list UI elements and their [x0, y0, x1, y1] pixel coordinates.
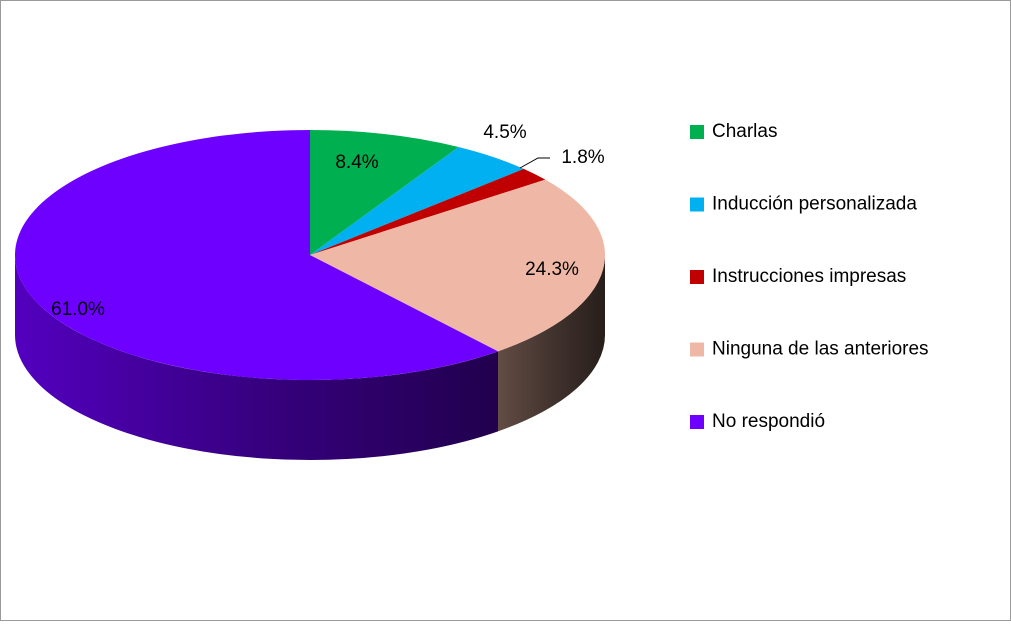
slice	[310, 147, 524, 255]
legend-label: Instrucciones impresas	[712, 266, 906, 287]
data-label: 61.0%	[51, 299, 105, 320]
legend-swatch	[690, 415, 704, 429]
legend-swatch	[690, 197, 704, 212]
legend-label: No respondió	[712, 411, 825, 432]
slice-side	[498, 255, 605, 432]
data-label: 4.5%	[483, 122, 526, 143]
slice	[310, 130, 459, 255]
slice	[310, 168, 546, 255]
legend-swatch	[690, 270, 704, 284]
slice-side	[14, 255, 499, 460]
legend-swatch	[690, 125, 704, 139]
legend-swatch	[690, 342, 704, 357]
data-label: 24.3%	[525, 259, 579, 280]
legend-label: Ninguna de las anteriores	[712, 339, 929, 360]
slice	[14, 130, 499, 381]
slice	[310, 179, 605, 352]
data-label: 1.8%	[561, 147, 604, 168]
legend-label: Charlas	[712, 121, 777, 142]
data-label: 8.4%	[335, 152, 378, 173]
legend-label: Inducción personalizada	[712, 194, 917, 215]
leader-line	[519, 157, 550, 169]
